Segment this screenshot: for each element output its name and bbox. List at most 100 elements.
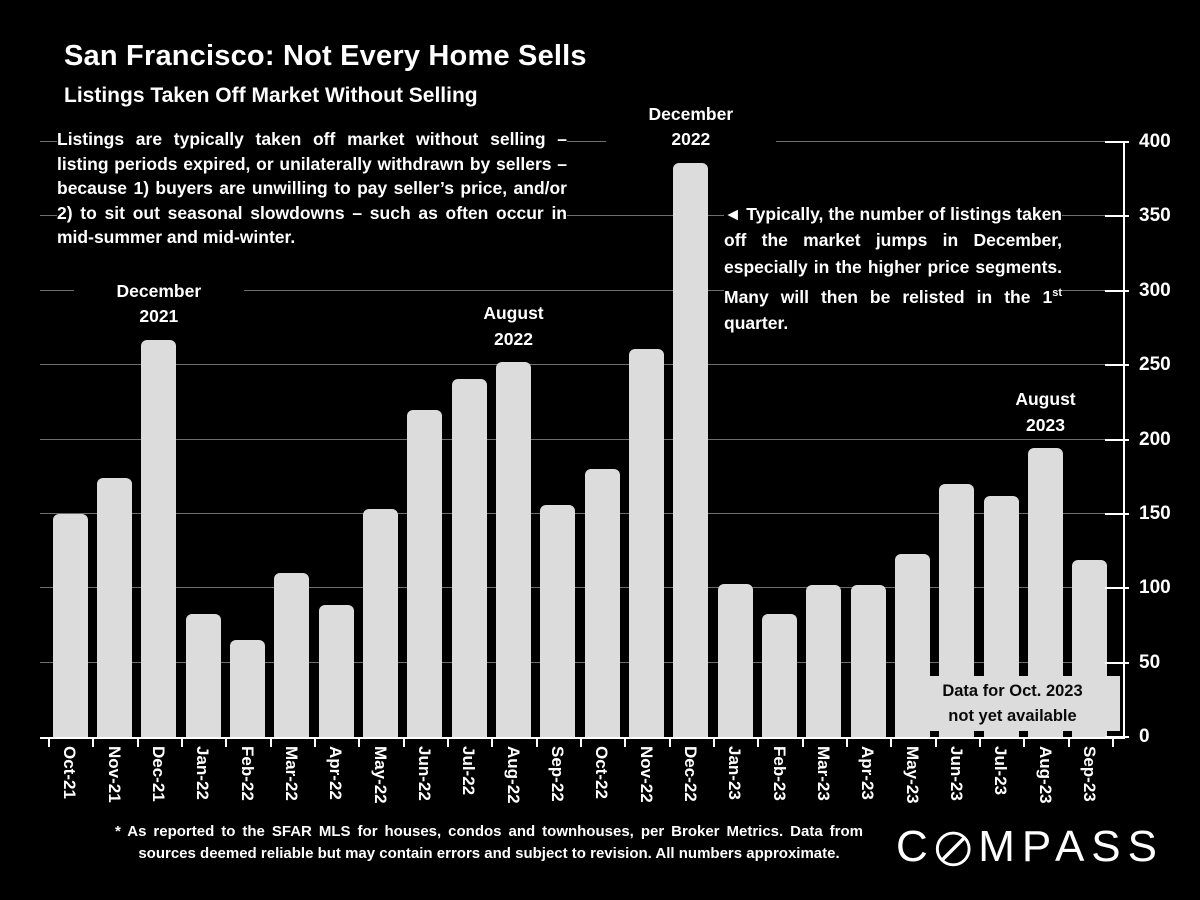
- page-subtitle: Listings Taken Off Market Without Sellin…: [64, 84, 478, 107]
- y-axis-label-100: 100: [1139, 577, 1171, 599]
- x-tick-10: [491, 739, 494, 747]
- y-axis-label-0: 0: [1139, 726, 1150, 747]
- x-axis-label-Nov-21: Nov-21: [104, 746, 124, 803]
- bar-Apr-23: [850, 585, 886, 737]
- y-axis-label-350: 350: [1139, 205, 1171, 227]
- annotation-superscript: st: [1052, 286, 1062, 299]
- x-axis-label-Jan-22: Jan-22: [193, 746, 213, 800]
- gridline-200: [40, 438, 1125, 440]
- x-axis-label-Feb-23: Feb-23: [769, 746, 789, 801]
- bar-Mar-22: [274, 573, 310, 737]
- x-tick-20: [934, 739, 937, 747]
- left-arrow-icon: ◄: [724, 204, 742, 224]
- x-tick-18: [846, 739, 848, 747]
- y-tick-200: [1105, 438, 1129, 441]
- peak-label-line2: 2022: [494, 328, 533, 349]
- december-annotation: ◄ Typically, the number of listings take…: [724, 201, 1062, 337]
- x-tick-5: [269, 739, 272, 747]
- bar-Oct-21: [52, 513, 88, 737]
- annotation-text-end: quarter.: [724, 313, 789, 334]
- x-axis-label-Jul-23: Jul-23: [991, 746, 1011, 796]
- y-axis-label-200: 200: [1139, 428, 1171, 450]
- peak-label-line2: 2021: [139, 306, 179, 327]
- page-title: San Francisco: Not Every Home Sells: [64, 40, 587, 72]
- y-tick-400: [1105, 141, 1129, 143]
- x-axis-label-Nov-22: Nov-22: [636, 746, 656, 803]
- y-axis-label-300: 300: [1139, 279, 1171, 301]
- peak-label-line1: December: [116, 280, 202, 301]
- bar-May-22: [363, 509, 398, 737]
- x-axis-label-Mar-22: Mar-22: [281, 746, 301, 801]
- bar-Jul-22: [451, 378, 487, 737]
- x-tick-4: [225, 739, 228, 747]
- x-tick-13: [624, 739, 627, 747]
- x-tick-16: [757, 739, 760, 747]
- bar-Feb-23: [762, 613, 797, 737]
- y-tick-0: [1105, 736, 1129, 738]
- x-axis-label-Jun-22: Jun-22: [414, 746, 434, 801]
- peak-label-line2: 2023: [1026, 414, 1065, 435]
- bar-Oct-22: [584, 469, 620, 737]
- peak-label-august-2023: August 2023: [960, 387, 1131, 439]
- bar-Feb-22: [230, 640, 265, 737]
- bar-Jun-22: [407, 409, 443, 737]
- x-axis-label-Jul-22: Jul-22: [459, 746, 479, 796]
- x-axis-label-Sep-22: Sep-22: [547, 746, 567, 802]
- x-tick-9: [447, 739, 449, 747]
- y-tick-100: [1105, 587, 1129, 590]
- x-axis-label-May-22: May-22: [370, 746, 390, 804]
- y-axis-line: [1123, 142, 1125, 739]
- x-tick-8: [402, 739, 405, 747]
- data-note-box: Data for Oct. 2023 not yet available: [905, 676, 1120, 731]
- gridline-300: [40, 289, 1125, 291]
- gridline-400: [40, 141, 1125, 142]
- peak-label-line1: August: [1015, 389, 1076, 410]
- y-axis-label-50: 50: [1139, 651, 1161, 673]
- x-tick-21: [979, 739, 981, 747]
- x-axis-label-Oct-22: Oct-22: [592, 746, 612, 799]
- y-tick-300: [1105, 289, 1129, 292]
- x-tick-17: [801, 739, 804, 747]
- bar-Nov-21: [97, 478, 132, 737]
- x-axis-label-Dec-22: Dec-22: [680, 746, 700, 802]
- x-axis-label-Dec-21: Dec-21: [148, 746, 168, 802]
- data-note-line2: not yet available: [948, 707, 1077, 725]
- x-axis-label-Aug-22: Aug-22: [503, 746, 523, 804]
- peak-label-august-2022: August 2022: [428, 301, 599, 353]
- x-axis-label-Apr-22: Apr-22: [326, 746, 346, 800]
- x-axis-label-Apr-23: Apr-23: [858, 746, 878, 800]
- gridline-100: [40, 587, 1125, 589]
- x-tick-14: [668, 739, 671, 747]
- bar-Dec-22: [673, 162, 709, 737]
- x-axis-label-Oct-21: Oct-21: [60, 746, 80, 799]
- gridline-350: [40, 215, 1125, 217]
- peak-label-december-2022: December 2022: [605, 101, 776, 153]
- x-tick-11: [535, 739, 538, 747]
- x-axis-label-Feb-22: Feb-22: [237, 746, 257, 801]
- y-axis-label-150: 150: [1139, 502, 1171, 524]
- x-axis-label-Sep-23: Sep-23: [1079, 746, 1099, 802]
- x-axis-label-Aug-23: Aug-23: [1035, 746, 1055, 804]
- bar-Apr-22: [318, 604, 354, 737]
- x-tick-24: [1112, 739, 1114, 747]
- bar-Jan-23: [717, 583, 753, 737]
- gridline-250: [40, 364, 1125, 366]
- y-axis-label-250: 250: [1139, 354, 1171, 376]
- logo-letter-c: C: [896, 822, 935, 871]
- peak-label-line1: August: [483, 303, 544, 324]
- peak-label-line2: 2022: [671, 129, 711, 150]
- x-tick-2: [136, 739, 139, 747]
- x-axis-label-May-23: May-23: [902, 746, 922, 804]
- bar-Aug-22: [496, 362, 531, 737]
- bar-Nov-22: [629, 348, 664, 737]
- bar-Dec-21: [141, 339, 177, 737]
- bar-Mar-23: [806, 585, 842, 737]
- x-tick-6: [314, 739, 316, 747]
- y-tick-150: [1105, 512, 1129, 515]
- x-tick-3: [181, 739, 183, 747]
- x-axis-label-Jan-23: Jan-23: [725, 746, 745, 800]
- peak-label-line1: December: [648, 103, 734, 124]
- compass-logo: C MPASS: [896, 818, 1164, 876]
- logo-letters-mpass: MPASS: [978, 822, 1164, 871]
- x-tick-15: [713, 739, 715, 747]
